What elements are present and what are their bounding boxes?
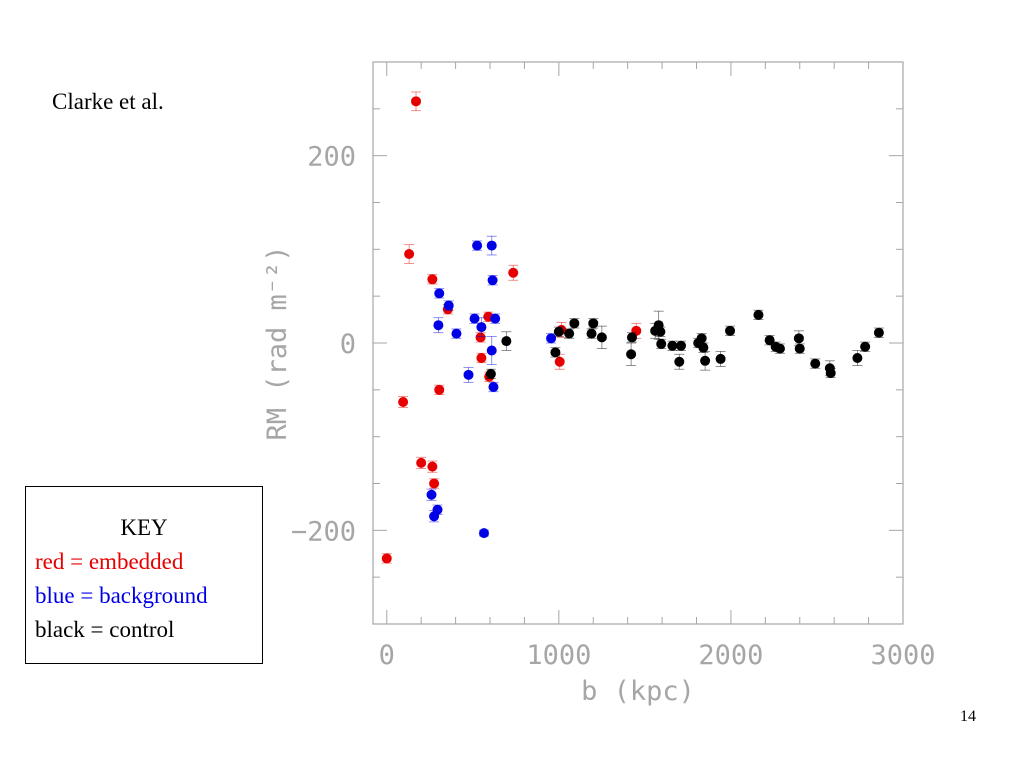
key-title: KEY [120,515,168,540]
key-entry-embedded: red = embedded [35,549,184,574]
x-tick-label: 1000 [526,640,591,671]
data-point-control [667,340,678,351]
data-point-background [463,369,474,380]
data-point-control [794,343,805,354]
y-tick-label: −200 [291,516,356,547]
data-point-background [434,288,445,299]
data-point-embedded [381,553,392,564]
data-point-embedded [427,274,438,285]
data-point-background [451,328,462,339]
data-point-control [860,341,871,352]
data-point-embedded [411,96,422,107]
data-point-background [476,322,487,333]
data-point-control [698,342,709,353]
data-point-background [486,240,497,251]
data-point-control [485,368,496,379]
data-point-background [443,300,454,311]
y-tick-label: 200 [307,142,356,173]
data-point-control [569,318,580,329]
plot-frame [372,61,904,625]
series-background [426,235,557,539]
data-point-control [596,332,607,343]
data-point-control [586,328,597,339]
data-point-control [501,336,512,347]
data-point-control [626,349,637,360]
citation-text: Clarke et al. [52,89,164,114]
data-point-embedded [508,267,519,278]
data-point-control [700,355,711,366]
data-point-control [753,309,764,320]
key-box: KEY red = embedded blue = background bla… [25,486,263,664]
data-point-control [674,356,685,367]
data-point-control [550,347,561,358]
x-axis-title: b (kpc) [581,676,695,707]
data-point-control [676,340,687,351]
x-tick-label: 3000 [870,640,935,671]
data-point-control [825,367,836,378]
data-point-background [546,333,557,344]
data-point-embedded [434,384,445,395]
series-control [485,309,884,379]
axis-tick-labels: 0 1000 2000 3000 −200 0 200 [291,142,936,671]
key-entry-background: blue = background [35,583,208,608]
data-point-embedded [404,249,415,260]
data-point-background [490,313,501,324]
data-point-control [655,326,666,337]
data-point-control [852,352,863,363]
data-point-control [873,327,884,338]
data-point-embedded [416,457,427,468]
data-point-control [696,333,707,344]
data-point-background [487,275,498,286]
slide-number: 14 [960,708,976,725]
data-point-control [588,318,599,329]
y-tick-label: 0 [340,329,356,360]
data-point-background [433,320,444,331]
data-point-control [810,358,821,369]
data-point-control [715,353,726,364]
data-point-control [656,338,667,349]
data-point-embedded [398,397,409,408]
data-point-embedded [427,461,438,472]
data-point-control [764,335,775,346]
data-point-control [564,328,575,339]
data-points [381,91,884,564]
x-tick-label: 0 [379,640,395,671]
data-point-control [774,343,785,354]
data-point-control [553,326,564,337]
data-point-background [488,382,499,393]
series-embedded [381,91,642,564]
data-point-control [793,333,804,344]
axis-ticks [373,61,904,625]
key-entry-control: black = control [35,617,175,642]
data-point-background [486,345,497,356]
data-point-background [432,504,443,515]
data-point-control [626,332,637,343]
data-point-embedded [554,356,565,367]
data-point-background [478,528,489,539]
x-tick-label: 2000 [698,640,763,671]
data-point-embedded [475,332,486,343]
y-axis-title: RM (rad m⁻²) [262,245,293,440]
data-point-embedded [429,478,440,489]
data-point-background [472,240,483,251]
data-point-control [725,325,736,336]
data-point-embedded [476,352,487,363]
data-point-background [469,313,480,324]
data-point-background [426,489,437,500]
